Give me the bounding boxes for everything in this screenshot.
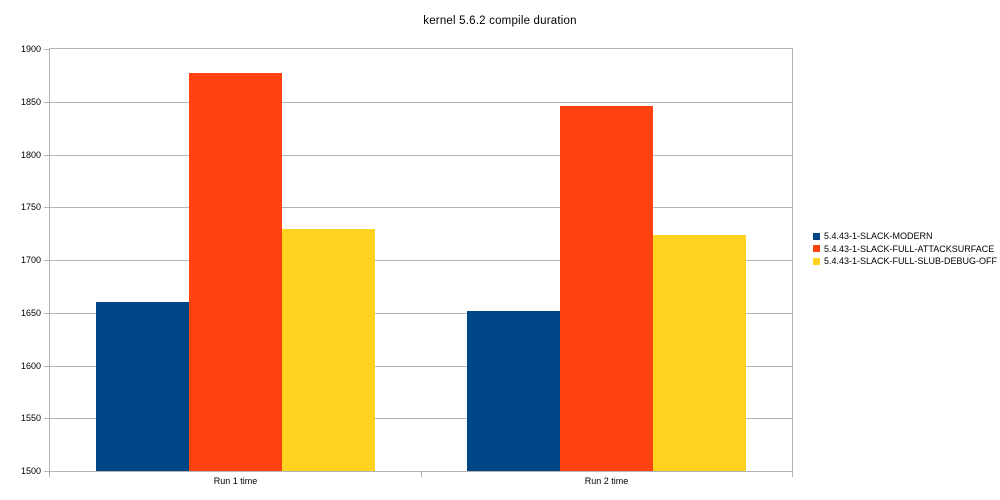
legend-marker-icon [813,245,820,253]
x-category-label-2: Run 2 time [584,476,629,486]
gridline-y-1850 [50,102,792,103]
legend-row-3: 5.4.43-1-SLACK-FULL-SLUB-DEBUG-OFF [813,255,997,268]
y-tick-mark-1800 [44,155,49,156]
x-tick-mark-1 [421,472,422,477]
y-tick-mark-1600 [44,366,49,367]
bar-5.4.43-1-SLACK-MODERN-Run-2-time [467,311,560,471]
y-tick-label-1650: 1650 [20,308,41,318]
legend-marker-icon [813,232,820,240]
y-tick-label-1700: 1700 [20,255,41,265]
y-tick-mark-1750 [44,207,49,208]
gridline-y-1800 [50,155,792,156]
y-tick-label-1550: 1550 [20,413,41,423]
bar-5.4.43-1-SLACK-FULL-SLUB-DEBUG-OFF-Run-2-time [653,235,746,471]
y-tick-mark-1700 [44,260,49,261]
y-tick-label-1850: 1850 [20,97,41,107]
legend-row-1: 5.4.43-1-SLACK-MODERN [813,230,997,243]
y-tick-mark-1850 [44,102,49,103]
legend: 5.4.43-1-SLACK-MODERN 5.4.43-1-SLACK-FULL… [813,230,997,268]
bar-5.4.43-1-SLACK-FULL-SLUB-DEBUG-OFF-Run-1-time [282,229,375,471]
legend-marker-icon [813,257,820,265]
y-tick-mark-1900 [44,49,49,50]
gridline-y-1650 [50,313,792,314]
legend-label-2: 5.4.43-1-SLACK-FULL-ATTACKSURFACE [824,243,995,254]
y-tick-mark-1550 [44,418,49,419]
x-tick-mark-0 [49,472,50,477]
y-tick-label-1600: 1600 [20,361,41,371]
gridline-y-1600 [50,366,792,367]
bar-5.4.43-1-SLACK-FULL-ATTACKSURFACE-Run-1-time [189,73,282,471]
legend-row-2: 5.4.43-1-SLACK-FULL-ATTACKSURFACE [813,243,997,256]
chart-title: kernel 5.6.2 compile duration [423,15,577,27]
y-tick-label-1500: 1500 [20,466,41,476]
gridline-y-1550 [50,418,792,419]
y-tick-label-1750: 1750 [20,202,41,212]
y-tick-mark-1500 [44,471,49,472]
legend-label-1: 5.4.43-1-SLACK-MODERN [824,231,933,242]
y-tick-label-1800: 1800 [20,150,41,160]
x-tick-mark-2 [792,472,793,477]
gridline-y-1700 [50,260,792,261]
bar-5.4.43-1-SLACK-FULL-ATTACKSURFACE-Run-2-time [560,106,653,471]
bar-5.4.43-1-SLACK-MODERN-Run-1-time [96,302,189,471]
y-tick-label-1900: 1900 [20,44,41,54]
plot-area [49,48,793,472]
y-tick-mark-1650 [44,313,49,314]
gridline-y-1750 [50,207,792,208]
x-category-label-1: Run 1 time [213,476,258,486]
legend-label-3: 5.4.43-1-SLACK-FULL-SLUB-DEBUG-OFF [824,256,998,267]
